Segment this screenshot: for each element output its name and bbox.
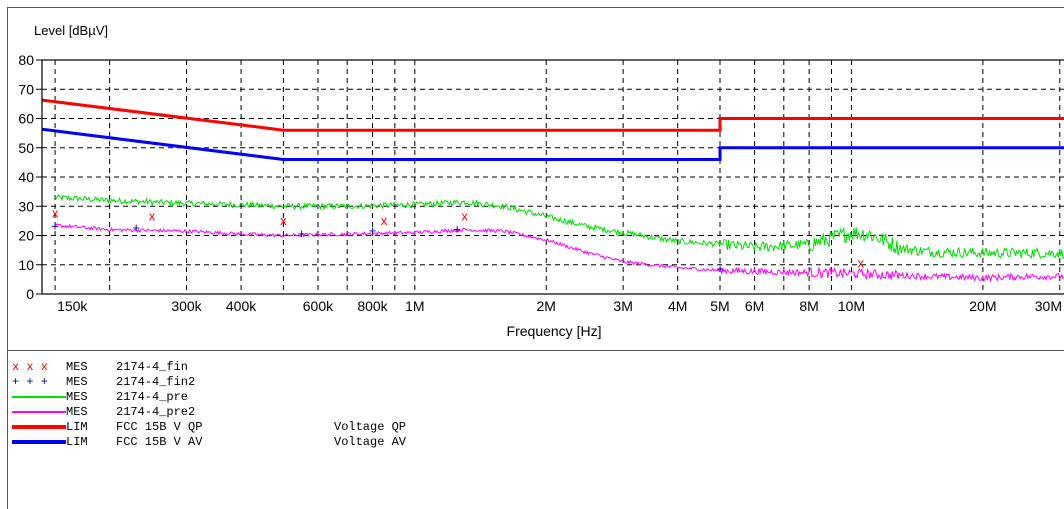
x-tick-label: 600k	[303, 298, 334, 314]
chart-frame	[7, 7, 1064, 509]
legend-kind: MES	[66, 405, 88, 419]
x-tick-label: 6M	[745, 298, 764, 314]
legend-symbol	[12, 420, 68, 434]
legend-symbol	[12, 435, 68, 449]
y-tick-labels: 0 10 20 30 40 50 60 70 80	[18, 52, 42, 302]
y-tick-label: 60	[18, 111, 34, 127]
legend-name: FCC 15B V AV	[116, 435, 203, 449]
x-tick-label: 150k	[57, 298, 88, 314]
data-point-plus: +	[369, 223, 377, 238]
grid	[42, 60, 1064, 294]
x-tick-label: 20M	[969, 298, 996, 314]
x-tick-label: 8M	[799, 298, 818, 314]
x-tick-label: 30M	[1035, 298, 1062, 314]
series-fcc-15b-v-av	[42, 127, 1064, 161]
x-axis-label: Frequency [Hz]	[507, 323, 602, 339]
legend-symbol	[12, 390, 68, 404]
x-tick-label: 300k	[171, 298, 202, 314]
legend-kind: MES	[66, 375, 88, 389]
series-2174-4-pre	[54, 193, 1064, 260]
series-fcc-15b-v-qp	[42, 98, 1064, 132]
limit-line	[42, 127, 1064, 161]
data-point-plus: +	[132, 220, 140, 235]
y-tick-label: 70	[18, 81, 34, 97]
y-tick-label: 30	[18, 198, 34, 214]
data-point-x: x	[52, 206, 59, 221]
legend-kind: MES	[66, 390, 88, 404]
legend-line	[12, 425, 66, 429]
x-tick-label: 4M	[668, 298, 687, 314]
series-2174-4-fin: x x x x x x	[52, 206, 865, 271]
legend-name: FCC 15B V QP	[116, 420, 203, 434]
x-tick-labels: 150k 300k 400k 600k 800k 1M 2M 3M 4M 5M 6M 8M 10M 20M…	[57, 298, 1062, 314]
data-point-x: x	[461, 208, 468, 223]
data-point-plus: +	[716, 261, 724, 276]
x-tick-label: 1M	[405, 298, 424, 314]
data-point-x: x	[381, 213, 388, 228]
data-point-x: x	[149, 208, 156, 223]
x-tick-label: 3M	[613, 298, 632, 314]
x-tick-label: 400k	[226, 298, 257, 314]
legend-line	[12, 411, 66, 413]
legend-line	[12, 396, 66, 398]
data-point-x: x	[857, 255, 864, 270]
legend-name: 2174-4_fin	[116, 360, 189, 374]
data-point-plus: +	[51, 219, 59, 234]
data-point-plus: +	[453, 222, 461, 237]
legend-name: 2174-4_pre2	[116, 405, 196, 419]
legend-description: Voltage QP	[334, 420, 407, 434]
x-tick-label: 5M	[710, 298, 729, 314]
legend-kind: MES	[66, 360, 88, 374]
legend-description: Voltage AV	[334, 435, 407, 449]
legend-symbol: x x x	[12, 360, 49, 374]
x-tick-label: 10M	[838, 298, 865, 314]
legend-symbol: + + +	[12, 375, 49, 389]
data-point-plus: +	[298, 226, 306, 241]
series-line	[54, 193, 1064, 260]
legend-line	[12, 440, 66, 444]
legend: x x x MES 2174-4_fin + + + MES 2174-4_fin2 MES…	[8, 350, 1064, 509]
y-tick-label: 50	[18, 140, 34, 156]
y-axis-label: Level [dBµV]	[34, 23, 108, 38]
plot-area	[41, 59, 1064, 295]
legend-kind: LIM	[66, 420, 88, 434]
x-tick-label: 800k	[357, 298, 388, 314]
y-tick-label: 40	[18, 169, 34, 185]
series-line	[54, 223, 1064, 283]
x-tick-label: 2M	[537, 298, 556, 314]
legend-kind: LIM	[66, 435, 88, 449]
y-tick-label: 10	[18, 257, 34, 273]
legend-name: 2174-4_fin2	[116, 375, 196, 389]
legend-symbol	[12, 405, 68, 419]
data-point-x: x	[280, 213, 287, 228]
series-layer: + + + + ++x x x x xx	[42, 98, 1064, 283]
y-tick-label: 0	[26, 286, 34, 302]
y-tick-label: 20	[18, 228, 34, 244]
limit-line	[42, 98, 1064, 132]
legend-name: 2174-4_pre	[116, 390, 189, 404]
emc-chart: Level [dBµV] Frequency [Hz] 0 10 20 30 40 50 6…	[18, 23, 1064, 339]
y-tick-label: 80	[18, 52, 34, 68]
series-2174-4-pre2	[54, 223, 1064, 283]
series-2174-4-fin2: + + + + + +	[51, 219, 724, 276]
